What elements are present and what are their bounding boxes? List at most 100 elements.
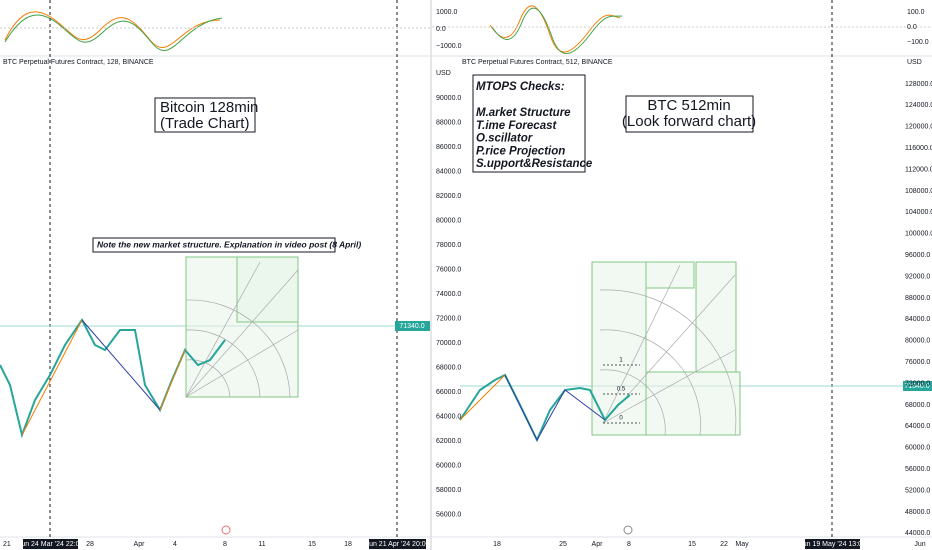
y-tick-label: 120000.0 [905, 124, 932, 131]
y-tick-label: 78000.0 [436, 242, 461, 249]
oscillator [491, 7, 623, 54]
x-tick-label: 25 [559, 541, 567, 548]
y-tick-label: 124000.0 [905, 102, 932, 109]
x-tick-label: 4 [173, 541, 177, 548]
mtops-line: P.rice Projection [476, 145, 565, 157]
y-tick-label: 82000.0 [436, 193, 461, 200]
note: Note the new market structure. Explanati… [97, 239, 361, 249]
y-tick-label: 60000.0 [436, 462, 461, 469]
y-tick-label: 52000.0 [905, 487, 930, 494]
x-tick-label: 15 [688, 541, 696, 548]
event-icon [623, 525, 633, 535]
cursor-label-bg [805, 539, 860, 549]
x-tick-label: 21 [3, 541, 11, 548]
y-tick-label: 88000.0 [436, 119, 461, 126]
x-tick-label: 11 [258, 541, 265, 548]
annotation: (Trade Chart) [160, 115, 249, 132]
symbol: BTC Perpetual Futures Contract, 512, BIN… [462, 59, 613, 66]
osc-tick-label: 100.0 [907, 9, 925, 16]
mtops-line: S.upport&Resistance [476, 158, 593, 170]
y-tick-label: 60000.0 [905, 445, 930, 452]
y-tick-label: 74000.0 [436, 291, 461, 298]
y-tick-label: 80000.0 [436, 217, 461, 224]
oscillator [4, 11, 221, 48]
mtops-line: O.scillator [476, 133, 533, 145]
annotation: (Look forward chart) [622, 113, 756, 130]
annotation-box [625, 95, 754, 133]
swing [159, 349, 186, 411]
y-tick-label: 64000.0 [436, 413, 461, 420]
y-tick-label: 44000.0 [905, 530, 930, 537]
annotation-box [154, 97, 256, 133]
cursor-label: Sun 24 Mar '24 22:08 [17, 541, 84, 548]
cursor-label: Sun 21 Apr '24 20:00 [364, 541, 429, 548]
y-tick-label: 76000.0 [905, 359, 930, 366]
x-tick-label: 15 [308, 541, 316, 548]
annotation: BTC 512min [647, 97, 730, 114]
mtops-line: M.arket Structure [476, 107, 571, 119]
y-tick-label: 80000.0 [905, 338, 930, 345]
cursor-label-bg [369, 539, 426, 549]
price-tag-bg [395, 321, 430, 331]
mtops-title: MTOPS Checks: [476, 81, 565, 93]
y-tick-label: 68000.0 [436, 364, 461, 371]
y-tick-label: 128000.0 [905, 81, 932, 88]
y-tick-label: 72000.0 [905, 380, 930, 387]
y-tick-label: 116000.0 [905, 145, 932, 152]
x-tick-label: 8 [223, 541, 227, 548]
oscillator [4, 14, 223, 51]
y-tick-label: 90000.0 [436, 95, 461, 102]
y-tick-label: 88000.0 [905, 295, 930, 302]
swing [21, 319, 83, 436]
osc-tick-label: 0.0 [907, 24, 917, 31]
x-tick-label: Apr [592, 541, 604, 548]
y-tick-label: 58000.0 [436, 487, 461, 494]
mtops-box [472, 74, 586, 173]
mtops-line: T.ime Forecast [476, 120, 557, 132]
fib-label: 0.5 [617, 387, 626, 393]
y-tick-label: 92000.0 [905, 273, 930, 280]
y-tick-label: 84000.0 [436, 168, 461, 175]
osc-tick-label: 1000.0 [436, 9, 458, 16]
price-tag: 71340.0 [399, 323, 424, 330]
fib-label: 1 [619, 358, 623, 364]
x-tick-label: Apr [134, 541, 146, 548]
y-tick-label: 86000.0 [436, 144, 461, 151]
note-box [92, 237, 336, 253]
axis-unit: USD [907, 59, 922, 66]
cursor-label: Sun 19 May '24 13:04 [798, 541, 866, 548]
x-tick-label: Jun [914, 541, 925, 548]
x-tick-label: 18 [344, 541, 352, 548]
y-tick-label: 100000.0 [905, 231, 932, 238]
y-tick-label: 56000.0 [905, 466, 930, 473]
y-tick-label: 108000.0 [905, 188, 932, 195]
fib-boxes [185, 256, 741, 436]
x-tick-label: 8 [627, 541, 631, 548]
osc-tick-label: −100.0 [907, 39, 929, 46]
y-tick-label: 104000.0 [905, 209, 932, 216]
price-tag: 71340.0 [904, 383, 929, 390]
y-tick-label: 76000.0 [436, 266, 461, 273]
x-tick-label: May [735, 541, 749, 548]
swing [504, 374, 606, 442]
price-tag-bg [903, 381, 932, 391]
y-tick-label: 112000.0 [905, 166, 932, 173]
y-tick-label: 70000.0 [436, 340, 461, 347]
y-tick-label: 48000.0 [905, 509, 930, 516]
swing [459, 374, 506, 421]
y-tick-label: 68000.0 [905, 402, 930, 409]
event-icon [221, 525, 231, 535]
y-tick-label: 84000.0 [905, 316, 930, 323]
oscillator [489, 5, 621, 53]
fib-label: 0 [619, 416, 623, 422]
y-tick-label: 56000.0 [436, 511, 461, 518]
price [0, 318, 226, 439]
y-tick-label: 66000.0 [436, 389, 461, 396]
y-tick-label: 72000.0 [436, 315, 461, 322]
symbol: BTC Perpetual Futures Contract, 128, BIN… [3, 59, 154, 66]
cursor-label-bg [23, 539, 78, 549]
x-tick-label: 22 [720, 541, 728, 548]
axis-unit: USD [436, 70, 451, 77]
